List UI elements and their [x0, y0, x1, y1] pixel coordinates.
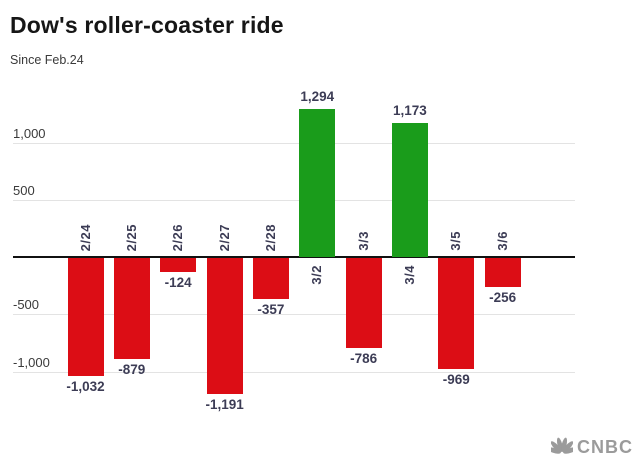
- gridline-500: [13, 199, 575, 201]
- bar-value-label: -124: [164, 275, 192, 291]
- x-date-label: 2/27: [216, 223, 232, 251]
- gridline--1,000: [13, 371, 575, 373]
- bar-value-label: 1,294: [300, 88, 335, 104]
- gridline-1,000: [13, 142, 575, 144]
- bar-3/4: [391, 122, 428, 257]
- y-tick-label: 1,000: [13, 125, 46, 141]
- y-tick-label: 500: [13, 182, 35, 198]
- x-date-label: 3/6: [494, 231, 510, 251]
- bar-value-label: -1,032: [66, 379, 105, 395]
- bar-value-label: -879: [118, 361, 146, 377]
- cnbc-logo: CNBC: [546, 435, 633, 459]
- x-date-label: 2/25: [123, 223, 139, 251]
- x-date-label: 2/26: [170, 223, 186, 251]
- bar-3/6: [484, 258, 521, 288]
- y-tick-label: -1,000: [13, 354, 50, 370]
- peacock-icon: [546, 435, 578, 459]
- x-date-label: 3/2: [309, 265, 325, 285]
- bar-2/24: [67, 258, 104, 377]
- x-date-label: 3/3: [355, 231, 371, 251]
- zero-axis: [13, 256, 575, 258]
- chart-subtitle: Since Feb.24: [10, 53, 84, 67]
- bar-3/5: [438, 258, 475, 369]
- bar-value-label: -256: [489, 290, 517, 306]
- x-date-label: 2/28: [262, 223, 278, 251]
- bar-value-label: 1,173: [392, 102, 427, 118]
- x-date-label: 2/24: [77, 223, 93, 251]
- cnbc-wordmark: CNBC: [577, 437, 633, 457]
- bar-value-label: -357: [257, 301, 285, 317]
- bar-2/27: [206, 258, 243, 395]
- bar-3/3: [345, 258, 382, 348]
- bar-3/2: [299, 108, 336, 257]
- chart-title: Dow's roller-coaster ride: [10, 12, 284, 38]
- bar-value-label: -969: [442, 372, 470, 387]
- bar-2/28: [252, 258, 289, 299]
- bar-value-label: -786: [350, 351, 378, 366]
- bar-value-label: -1,191: [205, 397, 244, 413]
- gridline--500: [13, 314, 575, 316]
- y-tick-label: -500: [13, 297, 40, 313]
- bar-2/25: [113, 258, 150, 359]
- bar-2/26: [160, 258, 197, 273]
- x-date-label: 3/4: [401, 265, 417, 285]
- x-date-label: 3/5: [448, 231, 464, 251]
